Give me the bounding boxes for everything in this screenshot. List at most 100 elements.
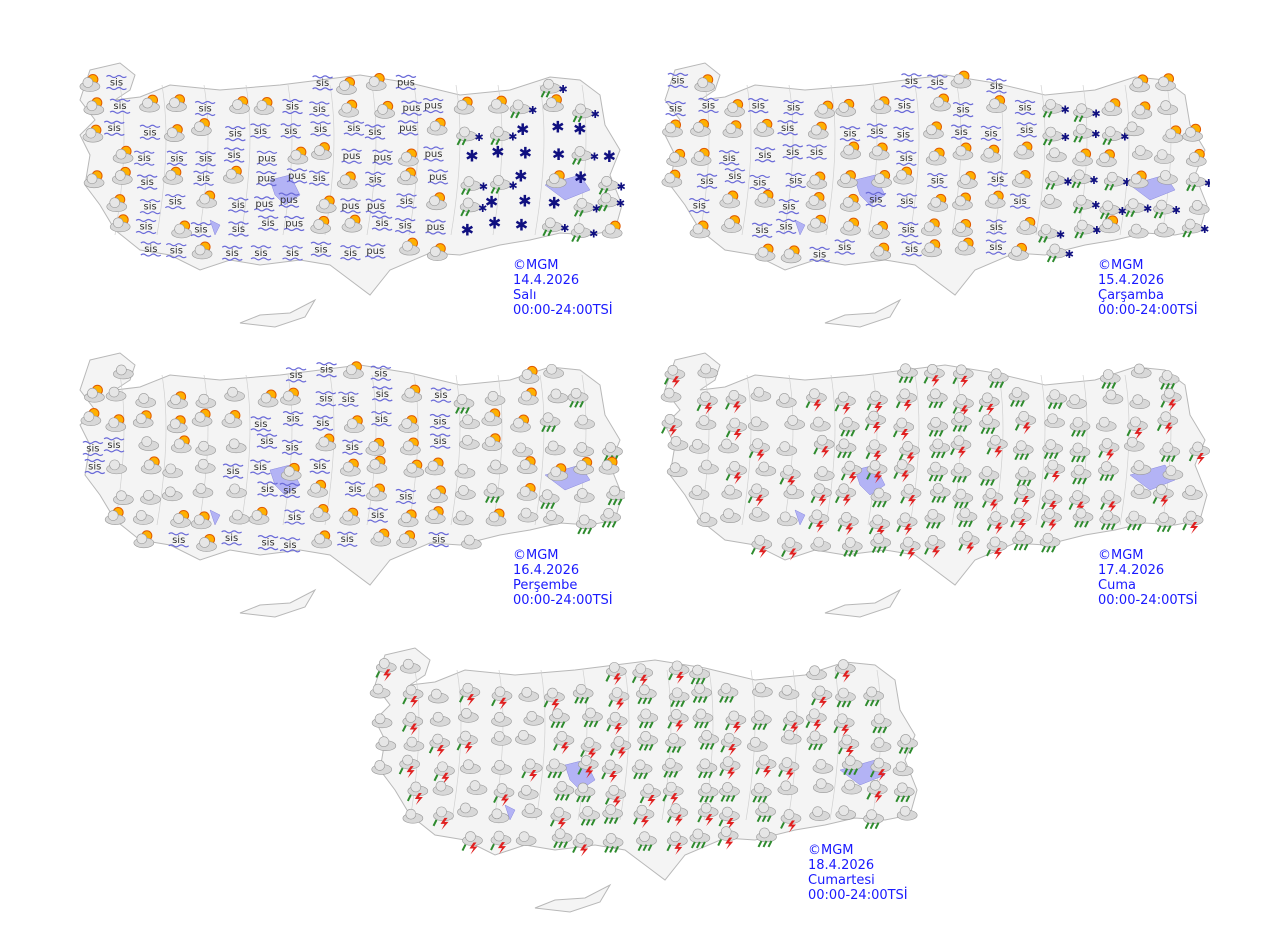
fog-icon: sis xyxy=(809,246,830,263)
svg-text:sis: sis xyxy=(782,202,795,213)
thunderstorm-icon xyxy=(986,536,1008,560)
partly-cloudy-icon xyxy=(427,485,448,504)
fog-icon: sis xyxy=(783,100,804,116)
rain-snow-icon: ✱ xyxy=(456,126,484,146)
svg-text:sis: sis xyxy=(288,512,301,523)
svg-text:sis: sis xyxy=(254,462,267,473)
svg-text:sis: sis xyxy=(843,129,856,140)
thunderstorm-icon xyxy=(834,391,856,416)
fog-icon: sis xyxy=(308,170,330,186)
svg-text:sis: sis xyxy=(143,127,156,138)
partly-cloudy-icon xyxy=(1096,149,1117,168)
forecast-caption: ©MGM 17.4.2026 Cuma 00:00-24:00TSİ xyxy=(1098,548,1198,608)
partly-cloudy-icon xyxy=(166,415,188,434)
fog-icon: sis xyxy=(986,78,1007,94)
thunderstorm-icon xyxy=(580,737,602,761)
cloudy-icon xyxy=(512,442,533,458)
thunderstorm-icon xyxy=(398,754,420,779)
fog-icon: sis xyxy=(901,73,922,89)
fog-icon: sis xyxy=(866,123,888,139)
fog-icon: sis xyxy=(696,173,718,189)
cloudy-icon xyxy=(696,512,718,527)
svg-text:pus: pus xyxy=(258,153,276,164)
rain-snow-icon: ✱ xyxy=(1099,200,1127,220)
fog-icon: sis xyxy=(257,535,279,551)
thunderstorm-icon xyxy=(808,509,830,533)
partly-cloudy-icon xyxy=(191,408,213,427)
svg-text:pus: pus xyxy=(399,123,417,134)
partly-cloudy-icon xyxy=(310,215,332,234)
thunderstorm-icon xyxy=(782,711,804,735)
partly-cloudy-icon xyxy=(341,214,363,233)
rain-icon xyxy=(637,708,659,729)
thunderstorm-icon xyxy=(748,438,770,462)
partly-cloudy-icon xyxy=(662,119,683,138)
svg-text:sis: sis xyxy=(232,224,245,235)
svg-text:pus: pus xyxy=(257,174,275,185)
cloudy-icon xyxy=(518,687,540,702)
svg-text:pus: pus xyxy=(374,152,392,163)
cloudy-icon xyxy=(491,731,512,746)
snow-icon: ✱ xyxy=(491,142,504,161)
rain-icon xyxy=(696,758,718,779)
fog-icon: sis xyxy=(1016,122,1038,138)
thunderstorm-icon xyxy=(952,394,974,418)
rain-icon xyxy=(692,708,714,729)
rain-snow-icon: ✱ xyxy=(1072,123,1100,143)
svg-text:sis: sis xyxy=(232,200,245,211)
rain-icon xyxy=(835,438,857,459)
svg-text:sis: sis xyxy=(902,225,915,236)
cloudy-icon xyxy=(783,484,805,500)
fog-icon: sis xyxy=(364,124,386,140)
partly-cloudy-icon xyxy=(426,243,448,261)
rain-icon xyxy=(546,758,567,779)
svg-text:sis: sis xyxy=(693,201,706,212)
fog-icon: sis xyxy=(344,481,366,497)
thunderstorm-icon xyxy=(864,410,886,435)
rain-icon xyxy=(661,758,683,778)
partly-cloudy-icon xyxy=(952,219,973,237)
caption-copyright: ©MGM xyxy=(513,548,559,563)
thunderstorm-icon xyxy=(840,460,863,485)
svg-text:✱: ✱ xyxy=(1204,177,1210,190)
partly-cloudy-icon xyxy=(403,459,425,478)
svg-text:sis: sis xyxy=(347,123,360,134)
snow-icon: ✱ xyxy=(603,147,616,166)
cloudy-icon xyxy=(1182,485,1203,500)
fog-icon: sis xyxy=(282,98,303,115)
partly-cloudy-icon xyxy=(661,169,683,188)
cloudy-icon xyxy=(225,438,247,454)
forecast-map-day-3: sis sis sis sis sis sis sis sis sis sis sis sis sis s… xyxy=(60,345,625,625)
fog-icon: sis xyxy=(280,123,302,139)
svg-text:sis: sis xyxy=(344,248,357,259)
caption-date: 14.4.2026 xyxy=(513,273,580,288)
svg-text:sis: sis xyxy=(320,365,333,376)
svg-text:sis: sis xyxy=(369,174,382,185)
fog-icon: sis xyxy=(310,121,331,137)
partly-cloudy-icon xyxy=(398,415,419,433)
snow-icon: ✱ xyxy=(548,194,561,213)
thunderstorm-icon xyxy=(668,660,690,684)
partly-cloudy-icon xyxy=(1008,242,1029,261)
partly-cloudy-icon xyxy=(518,365,540,384)
fog-icon: sis xyxy=(310,241,332,257)
fog-icon: sis xyxy=(140,241,162,257)
thunderstorm-icon xyxy=(662,781,684,806)
cloudy-icon xyxy=(369,683,391,699)
fog-icon: sis xyxy=(775,218,797,234)
cloudy-icon xyxy=(1130,460,1152,475)
fog-icon: sis xyxy=(195,151,216,167)
partly-cloudy-icon xyxy=(984,190,1006,209)
rain-icon xyxy=(1070,464,1092,485)
svg-text:sis: sis xyxy=(170,153,183,164)
svg-text:sis: sis xyxy=(810,147,823,158)
mist-icon: pus xyxy=(422,97,444,114)
partly-cloudy-icon xyxy=(601,220,623,239)
cloudy-icon xyxy=(544,440,566,456)
rain-icon xyxy=(1159,442,1181,463)
rain-icon xyxy=(636,831,657,852)
cloudy-icon xyxy=(484,391,506,406)
svg-text:sis: sis xyxy=(254,126,267,137)
svg-text:sis: sis xyxy=(226,466,239,477)
partly-cloudy-icon xyxy=(516,456,538,474)
